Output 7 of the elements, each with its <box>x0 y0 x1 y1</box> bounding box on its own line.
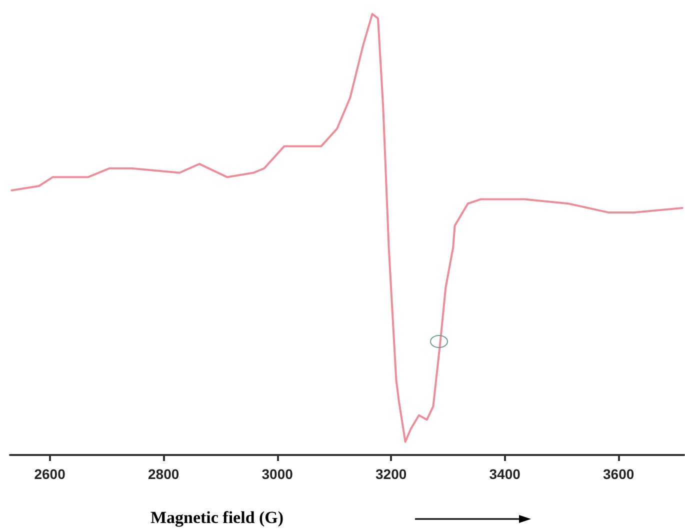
x-tick-label: 3200 <box>376 466 407 482</box>
x-tick-label: 3400 <box>489 466 521 482</box>
x-tick-label: 3000 <box>262 466 294 482</box>
x-tick-label: 2800 <box>148 466 180 482</box>
x-tick-label: 3600 <box>603 466 634 482</box>
x-axis-title: Magnetic field (G) <box>150 508 284 527</box>
x-tick-label: 2600 <box>34 466 66 482</box>
